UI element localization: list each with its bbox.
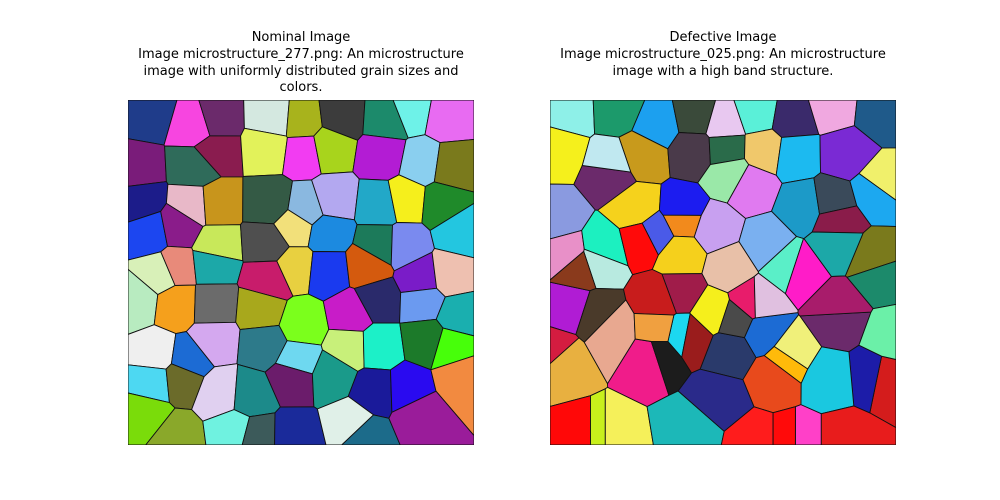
grain-cell xyxy=(858,303,896,360)
grain-cell xyxy=(550,250,597,292)
grain-cell xyxy=(128,324,177,370)
grain-cell xyxy=(633,313,675,343)
caption-line: Image microstructure_025.png: An microst… xyxy=(560,46,886,62)
panel-nominal: Nominal Image Image microstructure_277.p… xyxy=(128,0,474,500)
grain-cell xyxy=(278,293,330,346)
grain-cell xyxy=(658,177,711,216)
grain-cell xyxy=(424,100,474,144)
grain-cell xyxy=(803,231,864,277)
panel-caption: Nominal Image Image microstructure_277.p… xyxy=(68,30,534,97)
grain-cell xyxy=(820,405,896,445)
grain-cell xyxy=(772,406,796,445)
microstructure-image xyxy=(550,100,896,445)
caption-line: Image microstructure_277.png: An microst… xyxy=(138,46,464,62)
grain-cell xyxy=(193,283,240,324)
grain-cell xyxy=(352,134,407,181)
grain-cell xyxy=(240,127,288,177)
grain-cell xyxy=(388,390,474,445)
grain-cell xyxy=(581,133,632,173)
grain-cell xyxy=(775,133,821,184)
panel-defective: Defective Image Image microstructure_025… xyxy=(550,0,896,500)
grain-cell xyxy=(717,298,754,339)
grain-cell xyxy=(590,388,606,445)
panel-title: Nominal Image xyxy=(251,30,351,45)
panel-title: Defective Image xyxy=(669,30,777,45)
caption-line: image with uniformly distributed grain s… xyxy=(143,63,459,79)
caption-line: image with a high band structure. xyxy=(612,63,834,79)
microstructure-image xyxy=(128,100,474,445)
panel-caption: Defective Image Image microstructure_025… xyxy=(490,30,956,80)
caption-line: colors. xyxy=(279,80,323,96)
grain-cell xyxy=(128,138,167,187)
grain-cell xyxy=(202,176,244,226)
grain-cell xyxy=(285,100,323,139)
grain-cell xyxy=(362,322,406,371)
grain-cell xyxy=(550,326,580,365)
